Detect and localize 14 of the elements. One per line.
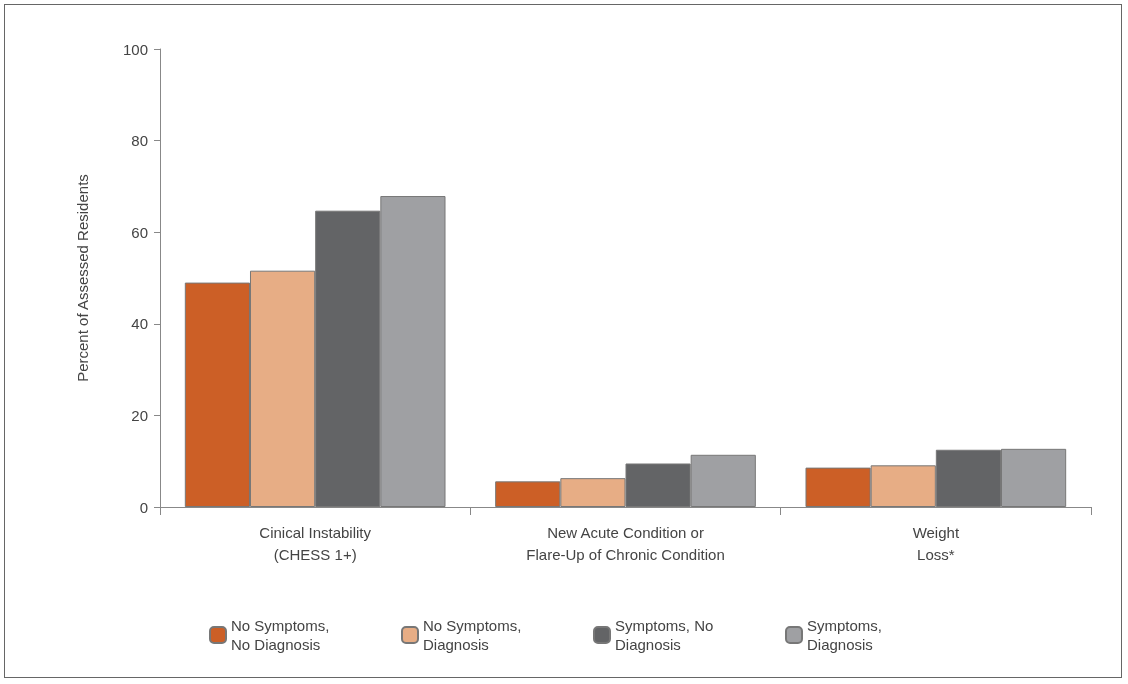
y-axis-title: Percent of Assessed Residents	[74, 174, 91, 382]
y-tick-label: 100	[122, 40, 148, 58]
y-tick-label: 80	[131, 132, 148, 150]
y-tick-label: 60	[131, 223, 148, 241]
y-tick-label: 0	[139, 498, 148, 516]
legend-label: Symptoms, No Diagnosis	[615, 617, 718, 653]
x-tick-label: Weight Loss*	[912, 523, 960, 563]
x-tick-label: New Acute Condition or Flare-Up of Chronic Condition	[526, 523, 725, 563]
legend-label: No Symptoms, No Diagnosis	[231, 617, 334, 653]
legend-label: No Symptoms, Diagnosis	[423, 617, 526, 653]
x-tick-label: Cinical Instability (CHESS 1+)	[259, 523, 372, 563]
y-tick-label: 20	[131, 406, 148, 424]
legend-label: Symptoms, Diagnosis	[807, 617, 887, 653]
y-tick-label: 40	[131, 315, 148, 333]
